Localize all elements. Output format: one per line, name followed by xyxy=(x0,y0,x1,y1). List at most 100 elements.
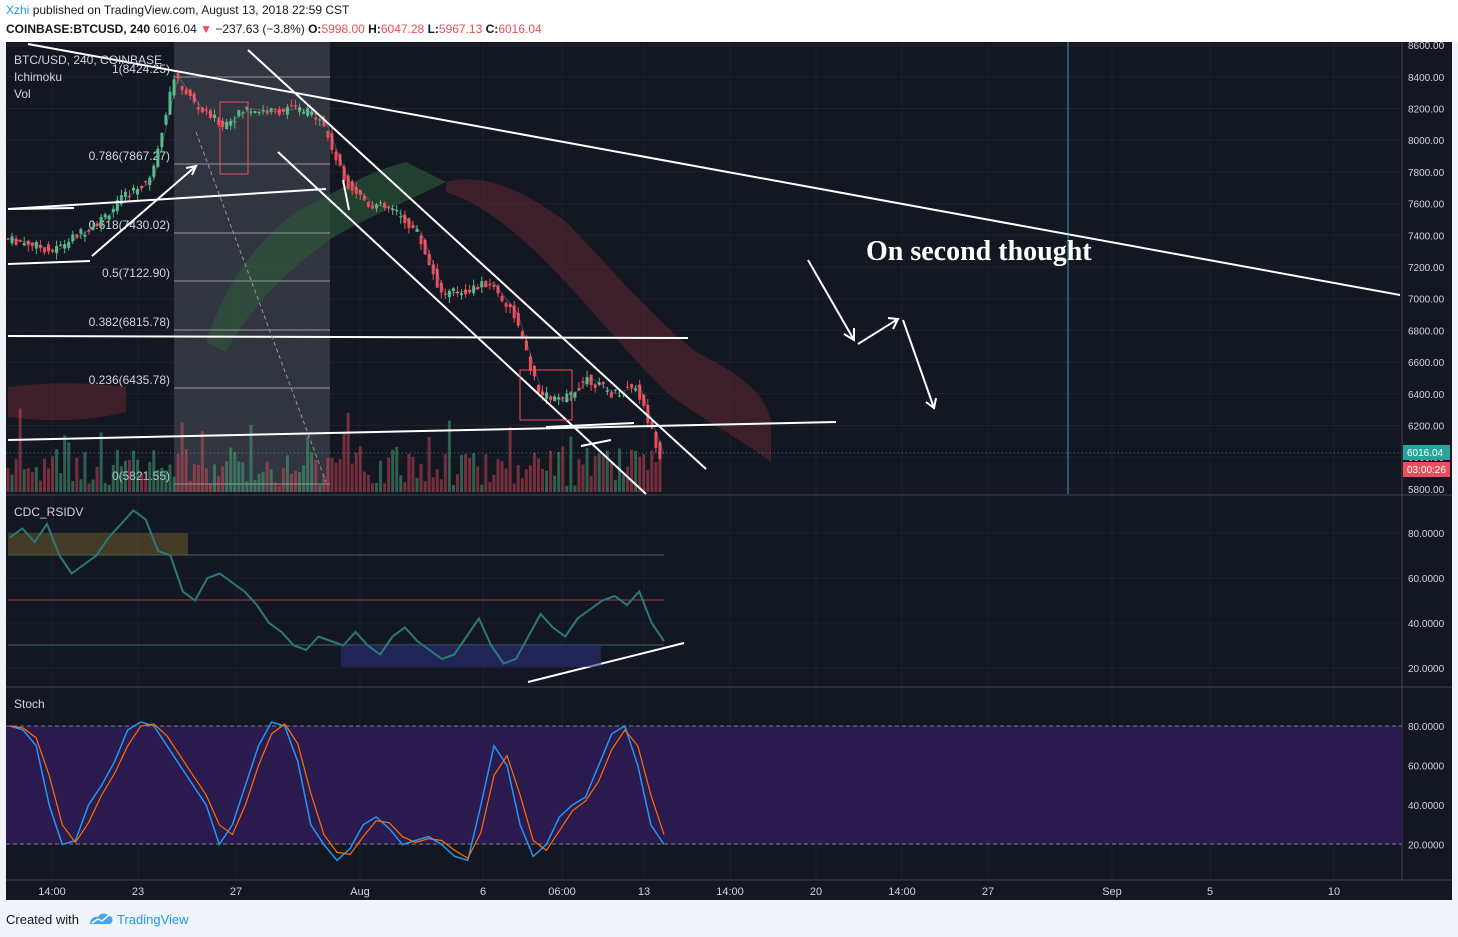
time-axis-label: Sep xyxy=(1102,886,1122,898)
price-series-line xyxy=(7,75,665,455)
volume-bar xyxy=(634,450,638,492)
volume-bar xyxy=(435,469,439,492)
candle-body xyxy=(379,202,383,204)
candle-body xyxy=(241,112,245,114)
volume-bar xyxy=(26,468,30,492)
candle-body xyxy=(642,394,646,407)
time-axis[interactable]: 14:00 23 27 Aug 6 06:00 13 14:00 20 14:00 27 Sep 5 10 xyxy=(38,886,1340,898)
candle-body xyxy=(512,305,516,319)
volume-bar xyxy=(257,473,261,492)
candle-body xyxy=(294,105,298,107)
candle-body xyxy=(411,225,415,229)
rsi-line xyxy=(9,509,665,665)
arrowhead-icon xyxy=(185,164,198,176)
volume-bar xyxy=(42,458,46,492)
volume-bar xyxy=(581,464,585,492)
price-axis-label: 7000.00 xyxy=(1408,295,1445,306)
time-axis-label: 14:00 xyxy=(38,886,66,898)
candle-body xyxy=(14,238,18,245)
volume-bar xyxy=(516,465,520,492)
volume-bar xyxy=(492,474,496,492)
volume-bar xyxy=(447,420,451,492)
candle-body xyxy=(51,250,55,252)
candle-body xyxy=(403,214,407,224)
volume-bar xyxy=(622,475,626,492)
volume-bar xyxy=(553,475,557,492)
candle-body xyxy=(334,151,338,161)
candle-body xyxy=(22,242,26,246)
candle-body xyxy=(119,195,123,205)
tradingview-link[interactable]: TradingView xyxy=(117,912,189,927)
volume-bar xyxy=(585,447,589,492)
candle-body xyxy=(237,109,241,116)
volume-bar xyxy=(472,453,476,492)
candle-body xyxy=(46,244,50,252)
price-axis[interactable]: 8600.00 8400.00 8200.00 8000.00 7800.00 7600.… xyxy=(1408,42,1445,496)
volume-bar xyxy=(387,457,391,492)
volume-bar xyxy=(342,433,346,492)
volume-bar xyxy=(512,483,516,492)
volume-bar xyxy=(75,457,79,492)
candle-body xyxy=(395,210,399,212)
candle-body xyxy=(322,119,326,127)
volume-bar xyxy=(500,461,504,492)
highlight-box xyxy=(519,369,573,421)
time-axis-label: 14:00 xyxy=(888,886,916,898)
volume-bar xyxy=(488,482,492,492)
candle-body xyxy=(455,291,459,294)
candle-body xyxy=(464,289,468,295)
descending-trendline-long xyxy=(27,43,1401,296)
volume-bar xyxy=(504,468,508,492)
volume-bar xyxy=(265,461,269,492)
volume-bar xyxy=(597,453,601,492)
fib-label: 0.236(6435.78) xyxy=(89,373,170,387)
close-value: 6016.04 xyxy=(498,22,542,36)
arrow-1 xyxy=(807,259,855,341)
volume-bar xyxy=(601,456,605,492)
volume-bar xyxy=(549,450,553,492)
time-axis-label: 27 xyxy=(982,886,994,898)
candle-body xyxy=(387,206,391,208)
candle-body xyxy=(573,392,577,398)
volume-bar xyxy=(638,456,642,492)
candle-body xyxy=(277,108,281,115)
volume-bar xyxy=(298,472,302,492)
volume-bar xyxy=(164,470,168,492)
candle-body xyxy=(217,119,221,126)
candle-body xyxy=(561,397,565,400)
arrow-2 xyxy=(857,318,899,345)
chart[interactable]: 1(8424.25)0.786(7867.27)0.618(7430.02)0.… xyxy=(6,42,1452,900)
stoch-k-line xyxy=(9,721,665,862)
rsi-divergence-line xyxy=(527,642,685,683)
volume-bar xyxy=(160,467,164,492)
volume-bar xyxy=(358,446,362,492)
volume-bar xyxy=(366,474,370,492)
stoch-axis[interactable]: 80.0000 60.0000 40.0000 20.0000 xyxy=(1408,722,1445,852)
volume-bar xyxy=(374,482,378,492)
time-axis-label: 27 xyxy=(230,886,242,898)
volume-bar xyxy=(208,483,212,492)
candle-body xyxy=(472,285,476,294)
candle-body xyxy=(160,132,164,148)
candle-body xyxy=(75,234,79,238)
candle-body xyxy=(269,108,273,112)
candle-body xyxy=(6,238,10,240)
volume-bar xyxy=(71,480,75,492)
candle-body xyxy=(399,216,403,218)
candle-body xyxy=(71,234,75,242)
price-axis-label: 6200.00 xyxy=(1408,421,1445,432)
volume-bar xyxy=(200,430,204,492)
volume-bar xyxy=(431,477,435,492)
stoch-band xyxy=(6,726,1402,844)
volume-bar xyxy=(229,447,233,492)
volume-bar xyxy=(204,468,208,492)
time-axis-label: 13 xyxy=(638,886,650,898)
rsi-axis[interactable]: 80.0000 60.0000 40.0000 20.0000 xyxy=(1408,529,1445,675)
candle-body xyxy=(306,107,310,116)
candle-body xyxy=(91,226,95,230)
candle-body xyxy=(553,396,557,402)
ohlc-line: COINBASE:BTCUSD, 240 6016.04 ▼ −237.63 (… xyxy=(6,22,542,36)
tradingview-logo-icon[interactable] xyxy=(88,910,114,928)
author-link[interactable]: Xzhi xyxy=(6,3,30,17)
candle-body xyxy=(302,111,306,114)
